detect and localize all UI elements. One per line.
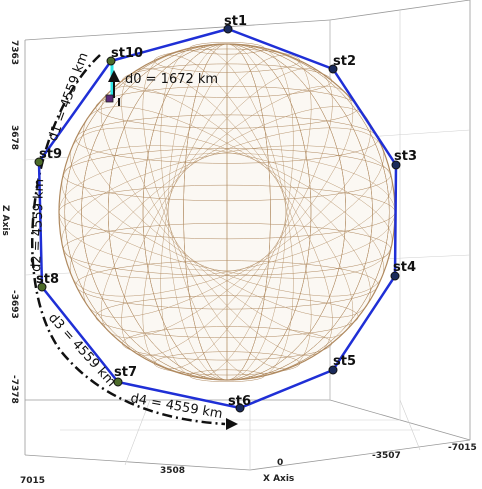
station-label-st9: st9 — [39, 147, 62, 162]
z-tick-3: -3693 — [9, 290, 19, 319]
station-marker-st7 — [113, 377, 123, 387]
x-tick-2: 3508 — [160, 466, 185, 476]
station-marker-st6 — [235, 403, 245, 413]
satellite-marker — [105, 94, 114, 103]
sphere-mesh — [142, 54, 312, 370]
station-label-st2: st2 — [333, 54, 356, 69]
stations-layer: st1 st2 st3 st4 st5 st6 st7 st8 st9 st10 — [34, 14, 417, 413]
sphere-mesh — [83, 106, 371, 318]
station-label-st8: st8 — [36, 272, 59, 287]
z-tick-1: 7363 — [9, 40, 19, 65]
station-marker-st10 — [106, 56, 116, 66]
sphere-mesh — [61, 145, 393, 279]
sphere-mesh — [142, 54, 312, 370]
sphere-mesh — [61, 145, 393, 279]
sphere-mesh — [69, 127, 385, 297]
station-marker-st8 — [37, 282, 47, 292]
sphere-mesh — [168, 43, 287, 381]
x-tick-1: 7015 — [20, 476, 45, 486]
d0-arrowhead — [108, 70, 120, 82]
sphere-mesh — [100, 85, 354, 339]
station-label-st4: st4 — [393, 260, 416, 275]
sphere-mesh — [121, 68, 333, 356]
station-marker-st3 — [391, 160, 401, 170]
station-label-st1: st1 — [224, 14, 247, 29]
station-marker-st9 — [34, 157, 44, 167]
station-label-st6: st6 — [228, 394, 251, 409]
x-tick-4: -3507 — [372, 451, 401, 461]
station-marker-st4 — [390, 271, 400, 281]
d2-label: d2 = 4559 km — [29, 179, 47, 273]
station-label-st10: st10 — [111, 46, 143, 61]
x-tick-5: -7015 — [448, 443, 477, 453]
station-marker-st1 — [223, 24, 233, 34]
d0-label: d0 = 1672 km — [125, 72, 218, 87]
satellite-label: I — [117, 96, 121, 109]
earth-wireframe-sphere — [58, 41, 396, 383]
station-marker-st2 — [328, 64, 338, 74]
station-label-st7: st7 — [114, 365, 137, 380]
station-marker-st5 — [328, 365, 338, 375]
sphere-mesh — [160, 46, 294, 378]
arc-arrowhead — [226, 418, 238, 430]
z-axis-title: Z Axis — [0, 205, 10, 236]
sphere-mesh — [121, 68, 333, 356]
x-axis-title: X Axis — [263, 474, 294, 484]
sphere-mesh — [100, 85, 354, 339]
x-tick-3: 0 — [277, 458, 283, 468]
sphere-mesh — [160, 46, 294, 378]
station-label-st3: st3 — [394, 149, 417, 164]
station-label-st5: st5 — [333, 354, 356, 369]
sphere-mesh — [69, 127, 385, 297]
arc-path — [30, 54, 226, 426]
z-tick-2: 3678 — [9, 125, 19, 150]
z-tick-4: -7378 — [9, 375, 19, 404]
